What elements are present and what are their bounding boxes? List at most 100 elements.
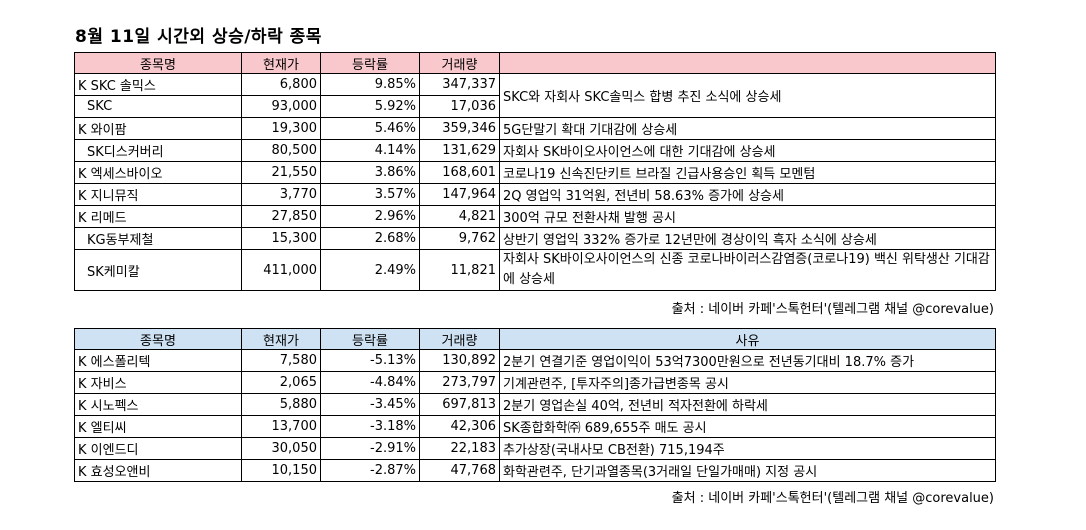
table-row: K 엑세스바이오 21,550 3.86% 168,601 코로나19 신속진단… xyxy=(74,161,996,184)
stock-price: 21,550 xyxy=(241,161,321,184)
stock-change: 4.14% xyxy=(320,139,420,162)
table-header-row: 종목명 현재가 등락률 거래량 사유 xyxy=(74,328,996,350)
page-title: 8월 11일 시간외 상승/하락 종목 xyxy=(75,27,322,47)
stock-volume: 17,036 xyxy=(419,95,500,118)
table-row: K 엘티씨 13,700 -3.18% 42,306 SK종합화학㈜ 689,6… xyxy=(74,415,996,438)
stock-change: 5.92% xyxy=(320,95,420,118)
stock-reason: 300억 규모 전환사채 발행 공시 xyxy=(499,205,996,228)
table-row: K 에스폴리텍 7,580 -5.13% 130,892 2분기 연결기준 영업… xyxy=(74,349,996,372)
table-row: K 리메드 27,850 2.96% 4,821 300억 규모 전환사채 발행… xyxy=(74,205,996,228)
stock-name: K SKC 솔믹스 xyxy=(74,73,242,96)
stock-volume: 47,768 xyxy=(419,459,500,482)
stock-name: K 시노펙스 xyxy=(74,393,242,416)
stock-reason: 2Q 영업익 31억원, 전년비 58.63% 증가에 상승세 xyxy=(499,183,996,206)
header-price: 현재가 xyxy=(241,52,321,74)
stock-volume: 11,821 xyxy=(419,249,500,291)
stock-volume: 168,601 xyxy=(419,161,500,184)
stock-volume: 147,964 xyxy=(419,183,500,206)
header-stock-name: 종목명 xyxy=(74,328,242,350)
stock-price: 19,300 xyxy=(241,117,321,140)
stock-price: 411,000 xyxy=(241,249,321,291)
header-volume: 거래량 xyxy=(419,52,500,74)
stock-change: 2.96% xyxy=(320,205,420,228)
stock-name: KG동부제철 xyxy=(74,227,242,250)
stock-change: 3.86% xyxy=(320,161,420,184)
stock-price: 93,000 xyxy=(241,95,321,118)
stock-change: 9.85% xyxy=(320,73,420,96)
stock-change: -5.13% xyxy=(320,349,420,372)
stock-reason: SK종합화학㈜ 689,655주 매도 공시 xyxy=(499,415,996,438)
stock-reason: 상반기 영업익 332% 증가로 12년만에 경상이익 흑자 소식에 상승세 xyxy=(499,227,996,250)
header-stock-name: 종목명 xyxy=(74,52,242,74)
stock-name: K 에스폴리텍 xyxy=(74,349,242,372)
stock-change: -4.84% xyxy=(320,371,420,394)
stock-reason: SKC와 자회사 SKC솔믹스 합병 추진 소식에 상승세 xyxy=(499,73,996,118)
stock-price: 7,580 xyxy=(241,349,321,372)
stock-change: -2.87% xyxy=(320,459,420,482)
stock-change: -3.45% xyxy=(320,393,420,416)
source-note: 출처 : 네이버 카페'스톡헌터'(텔레그램 채널 @corevalue) xyxy=(671,302,994,317)
stock-price: 3,770 xyxy=(241,183,321,206)
table-row: K 와이팜 19,300 5.46% 359,346 5G단말기 확대 기대감에… xyxy=(74,117,996,140)
stock-volume: 359,346 xyxy=(419,117,500,140)
stock-price: 27,850 xyxy=(241,205,321,228)
table-row: SK디스커버리 80,500 4.14% 131,629 자회사 SK바이오사이… xyxy=(74,139,996,162)
table-row: KG동부제철 15,300 2.68% 9,762 상반기 영업익 332% 증… xyxy=(74,227,996,250)
stock-name: K 효성오앤비 xyxy=(74,459,242,482)
stock-price: 80,500 xyxy=(241,139,321,162)
header-reason: 사유 xyxy=(499,328,996,350)
table-row: K 시노펙스 5,880 -3.45% 697,813 2분기 영업손실 40억… xyxy=(74,393,996,416)
stock-volume: 131,629 xyxy=(419,139,500,162)
stock-reason: 자회사 SK바이오사이언스의 신종 코로나바이러스감염증(코로나19) 백신 위… xyxy=(499,249,996,291)
stock-name: K 엘티씨 xyxy=(74,415,242,438)
stock-name: K 리메드 xyxy=(74,205,242,228)
rising-stocks-table: 종목명 현재가 등락률 거래량 K SKC 솔믹스 6,800 9.85% 34… xyxy=(74,52,996,291)
stock-volume: 697,813 xyxy=(419,393,500,416)
table-row: K 효성오앤비 10,150 -2.87% 47,768 화학관련주, 단기과열… xyxy=(74,459,996,482)
table-row: K 자비스 2,065 -4.84% 273,797 기계관련주, [투자주의]… xyxy=(74,371,996,394)
stock-reason: 5G단말기 확대 기대감에 상승세 xyxy=(499,117,996,140)
stock-volume: 4,821 xyxy=(419,205,500,228)
table-header-row: 종목명 현재가 등락률 거래량 xyxy=(74,52,996,74)
stock-name: K 와이팜 xyxy=(74,117,242,140)
stock-price: 30,050 xyxy=(241,437,321,460)
stock-name: K 자비스 xyxy=(74,371,242,394)
falling-stocks-table: 종목명 현재가 등락률 거래량 사유 K 에스폴리텍 7,580 -5.13% … xyxy=(74,328,996,482)
stock-name: SK케미칼 xyxy=(74,249,242,291)
stock-name: SK디스커버리 xyxy=(74,139,242,162)
stock-reason: 코로나19 신속진단키트 브라질 긴급사용승인 획득 모멘텀 xyxy=(499,161,996,184)
stock-price: 13,700 xyxy=(241,415,321,438)
stock-change: -2.91% xyxy=(320,437,420,460)
stock-reason: 2분기 영업손실 40억, 전년비 적자전환에 하락세 xyxy=(499,393,996,416)
stock-change: 2.68% xyxy=(320,227,420,250)
header-reason xyxy=(499,52,996,74)
stock-price: 2,065 xyxy=(241,371,321,394)
stock-volume: 347,337 xyxy=(419,73,500,96)
header-volume: 거래량 xyxy=(419,328,500,350)
stock-name: K 이엔드디 xyxy=(74,437,242,460)
header-price: 현재가 xyxy=(241,328,321,350)
stock-reason: 기계관련주, [투자주의]종가급변종목 공시 xyxy=(499,371,996,394)
table-row: K 지니뮤직 3,770 3.57% 147,964 2Q 영업익 31억원, … xyxy=(74,183,996,206)
stock-price: 10,150 xyxy=(241,459,321,482)
source-note: 출처 : 네이버 카페'스톡헌터'(텔레그램 채널 @corevalue) xyxy=(671,491,994,506)
stock-reason: 추가상장(국내사모 CB전환) 715,194주 xyxy=(499,437,996,460)
stock-reason: 2분기 연결기준 영업이익이 53억7300만원으로 전년동기대비 18.7% … xyxy=(499,349,996,372)
table-row: SK케미칼 411,000 2.49% 11,821 자회사 SK바이오사이언스… xyxy=(74,249,996,291)
table-row: K SKC 솔믹스 6,800 9.85% 347,337 SKC와 자회사 S… xyxy=(74,73,996,118)
stock-price: 5,880 xyxy=(241,393,321,416)
stock-price: 15,300 xyxy=(241,227,321,250)
stock-change: 5.46% xyxy=(320,117,420,140)
stock-reason: 화학관련주, 단기과열종목(3거래일 단일가매매) 지정 공시 xyxy=(499,459,996,482)
stock-volume: 130,892 xyxy=(419,349,500,372)
stock-name: K 지니뮤직 xyxy=(74,183,242,206)
stock-volume: 22,183 xyxy=(419,437,500,460)
stock-volume: 273,797 xyxy=(419,371,500,394)
stock-change: -3.18% xyxy=(320,415,420,438)
table-row: K 이엔드디 30,050 -2.91% 22,183 추가상장(국내사모 CB… xyxy=(74,437,996,460)
stock-volume: 42,306 xyxy=(419,415,500,438)
stock-name: K 엑세스바이오 xyxy=(74,161,242,184)
header-change: 등락률 xyxy=(320,52,420,74)
stock-name: SKC xyxy=(74,95,242,118)
header-change: 등락률 xyxy=(320,328,420,350)
